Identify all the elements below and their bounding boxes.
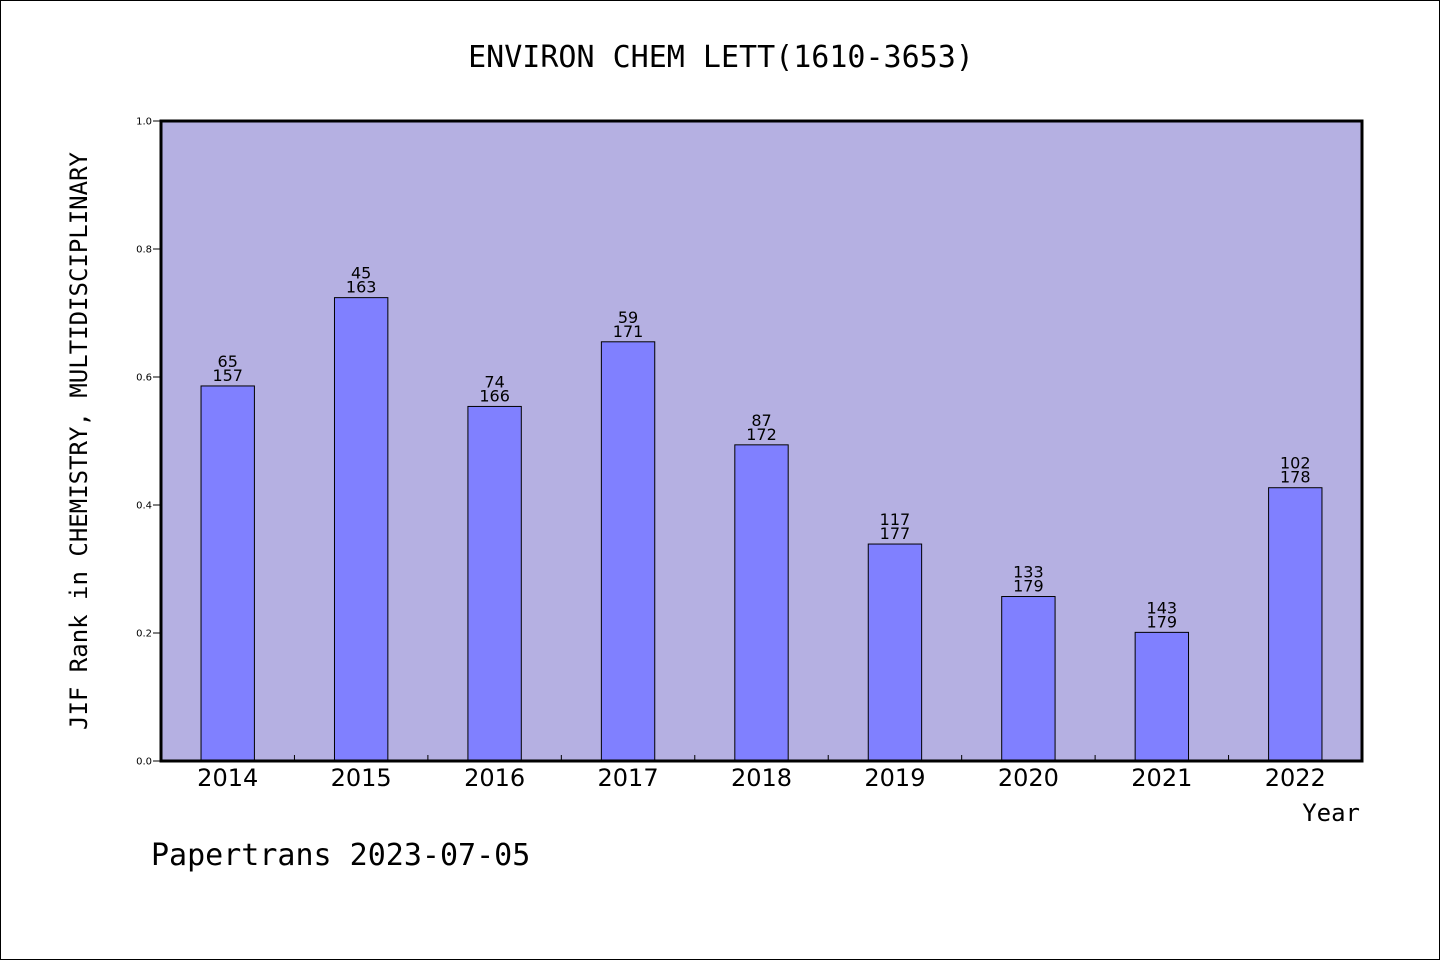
bar-rank-label-2016: 74 [484,372,504,391]
y-tick-label: 0.0 [136,757,152,768]
bar-2020 [1001,596,1056,762]
bar-rank-label-2017: 59 [618,308,638,327]
chart-title: ENVIRON CHEM LETT(1610-3653) [468,40,974,75]
bar-total-label-2019: 177 [880,524,911,543]
bar-total-label-2016: 166 [479,386,510,405]
bar-total-label-2022: 178 [1280,468,1311,487]
y-axis-label: JIF Rank in CHEMISTRY, MULTIDISCIPLINARY [65,151,93,730]
bar-labels-layer: 6515745163741665917187172117177133179143… [212,264,1310,632]
bar-total-label-2021: 179 [1147,612,1178,631]
bar-rank-label-2019: 117 [880,510,911,529]
bar-rank-label-2022: 102 [1280,454,1311,473]
x-tick-label-2017: 2017 [598,764,659,792]
x-tick-label-2014: 2014 [197,764,258,792]
y-tick-label: 0.2 [136,629,152,640]
y-axis: 0.0 0.2 0.4 0.6 0.8 1.0 [136,117,161,768]
bar-2017 [600,341,656,762]
y-tick-label: 0.4 [136,501,152,512]
x-axis-label: Year [1302,799,1360,827]
x-tick-label-2020: 2020 [998,764,1059,792]
x-tick-label-2015: 2015 [331,764,392,792]
plot-frame [159,119,1364,763]
bar-2022 [1268,487,1323,762]
bar-2019 [867,543,923,762]
bar-total-label-2015: 163 [346,278,377,297]
bar-total-label-2014: 157 [212,366,243,385]
footer-credit: Papertrans 2023-07-05 [151,838,530,873]
bar-2014 [200,385,255,762]
y-tick-label: 1.0 [136,117,152,128]
bar-2016 [467,405,522,762]
y-tick-label: 0.8 [136,245,152,256]
x-tick-label-2019: 2019 [864,764,925,792]
bars-layer [200,297,1323,762]
x-tick-label-2021: 2021 [1131,764,1192,792]
bar-2015 [333,297,389,762]
bar-total-label-2018: 172 [746,425,777,444]
y-tick-label: 0.6 [136,373,152,384]
bar-total-label-2017: 171 [613,322,644,341]
x-tick-label-2016: 2016 [464,764,525,792]
bar-2021 [1134,631,1190,762]
bar-rank-label-2021: 143 [1147,598,1178,617]
x-tick-label-2022: 2022 [1265,764,1326,792]
bar-rank-label-2014: 65 [218,352,238,371]
bar-rank-label-2020: 133 [1013,563,1044,582]
x-axis: 2014 2015 2016 2017 2018 2019 2020 2021 2022 [197,755,1326,792]
x-tick-label-2018: 2018 [731,764,792,792]
bar-2018 [734,444,789,762]
bar-rank-label-2018: 87 [751,411,771,430]
bar-rank-label-2015: 45 [351,264,371,283]
bar-total-label-2020: 179 [1013,577,1044,596]
